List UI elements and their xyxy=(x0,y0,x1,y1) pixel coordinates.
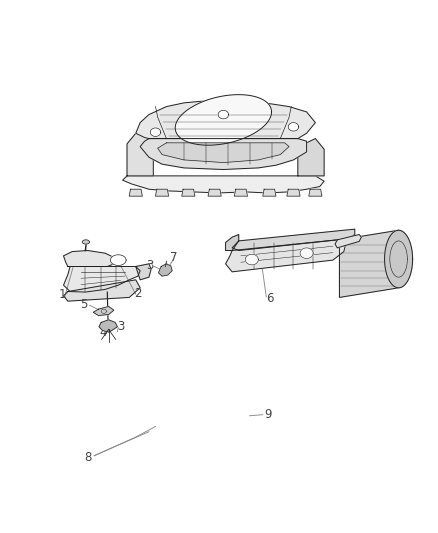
Polygon shape xyxy=(182,189,195,196)
Polygon shape xyxy=(155,189,169,196)
Polygon shape xyxy=(110,255,126,265)
Polygon shape xyxy=(64,280,140,301)
Polygon shape xyxy=(158,143,289,163)
Polygon shape xyxy=(136,100,315,139)
Polygon shape xyxy=(175,95,272,145)
Text: 3: 3 xyxy=(118,320,125,333)
Polygon shape xyxy=(226,235,239,251)
Polygon shape xyxy=(309,189,322,196)
Text: 9: 9 xyxy=(264,408,272,421)
Polygon shape xyxy=(208,189,221,196)
Polygon shape xyxy=(129,189,142,196)
Polygon shape xyxy=(234,189,247,196)
Polygon shape xyxy=(64,266,140,292)
Polygon shape xyxy=(245,254,258,265)
Text: 1: 1 xyxy=(59,288,67,301)
Polygon shape xyxy=(288,123,299,131)
Polygon shape xyxy=(339,230,399,297)
Polygon shape xyxy=(218,110,229,119)
Polygon shape xyxy=(300,248,313,259)
Polygon shape xyxy=(93,306,114,316)
Text: 2: 2 xyxy=(134,287,142,300)
Polygon shape xyxy=(287,189,300,196)
Text: 7: 7 xyxy=(170,252,178,264)
Polygon shape xyxy=(64,251,118,266)
Polygon shape xyxy=(226,240,346,272)
Polygon shape xyxy=(385,230,413,288)
Polygon shape xyxy=(140,139,307,169)
Polygon shape xyxy=(263,189,276,196)
Polygon shape xyxy=(82,240,89,244)
Text: 8: 8 xyxy=(84,451,91,464)
Text: 4: 4 xyxy=(99,326,107,339)
Polygon shape xyxy=(136,264,151,280)
Text: 3: 3 xyxy=(147,259,154,272)
Polygon shape xyxy=(150,128,161,136)
Polygon shape xyxy=(298,139,324,176)
Polygon shape xyxy=(99,320,117,332)
Text: 5: 5 xyxy=(81,298,88,311)
Polygon shape xyxy=(335,235,361,248)
Polygon shape xyxy=(232,229,355,251)
Polygon shape xyxy=(127,128,153,176)
Text: 6: 6 xyxy=(266,292,274,305)
Polygon shape xyxy=(123,176,324,193)
Polygon shape xyxy=(159,264,172,276)
